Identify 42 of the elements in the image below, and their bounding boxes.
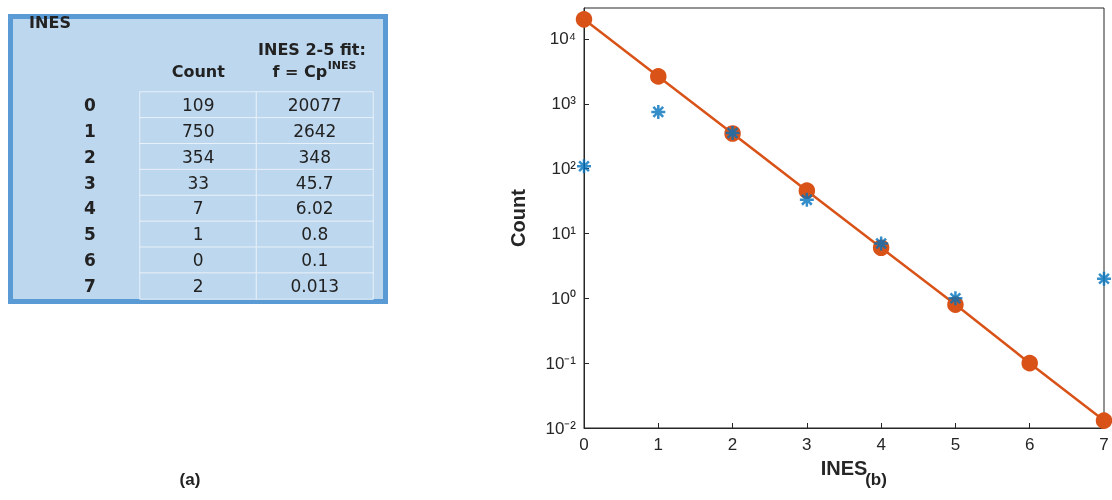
data-label: 7	[192, 198, 204, 219]
y-tick-label: 10⁻¹	[545, 353, 577, 373]
x-tick-label: 1	[653, 435, 664, 454]
x-tick-label: 7	[1099, 435, 1109, 454]
data-label: 2	[192, 276, 204, 297]
data-label: 750	[182, 120, 215, 141]
y-tick-label: 2	[84, 146, 96, 167]
data-label: 354	[182, 146, 215, 167]
y-tick-label: 4	[84, 198, 97, 219]
x-tick-label: 6	[1024, 435, 1035, 454]
y-tick-label: 1	[84, 120, 96, 141]
y-tick-label: 3	[84, 172, 96, 193]
data-label: 2642	[293, 120, 337, 141]
y-tick-label: 10⁻²	[545, 418, 577, 438]
y-tick-label: 10¹	[551, 223, 577, 243]
y-axis-title: INES	[29, 12, 71, 32]
y-tick-label: 10³	[551, 94, 577, 114]
x-tick-label: 4	[876, 435, 886, 454]
y-tick-label: 5	[84, 224, 96, 245]
y-tick-label: 0	[84, 94, 97, 115]
data-label: 0.1	[301, 250, 329, 271]
y-tick-label: 10⁰	[551, 288, 576, 308]
data-label: 109	[182, 94, 215, 115]
y-tick-label: 7	[84, 276, 96, 297]
x-tick-label: 5	[950, 435, 961, 454]
y-tick-label: 10⁴	[549, 29, 576, 49]
x-tick-label: 2	[727, 435, 738, 454]
y-axis-title: Count	[507, 188, 529, 247]
data-label: 6.02	[295, 198, 334, 219]
data-label: 0.8	[301, 224, 329, 245]
text: (a)	[179, 470, 201, 490]
data-label: 20077	[287, 94, 342, 115]
x-tick-label: 3	[802, 435, 812, 454]
y-tick-label: 10²	[551, 159, 577, 179]
data-label: 45.7	[295, 172, 334, 193]
data-label: 348	[298, 146, 331, 167]
data-label: 33	[187, 172, 210, 193]
data-label: 0	[192, 250, 204, 271]
x-tick-label: 0	[579, 435, 589, 454]
data-label: 0.013	[290, 276, 340, 297]
y-tick-label: 6	[84, 250, 96, 271]
data-label: 1	[192, 224, 204, 245]
